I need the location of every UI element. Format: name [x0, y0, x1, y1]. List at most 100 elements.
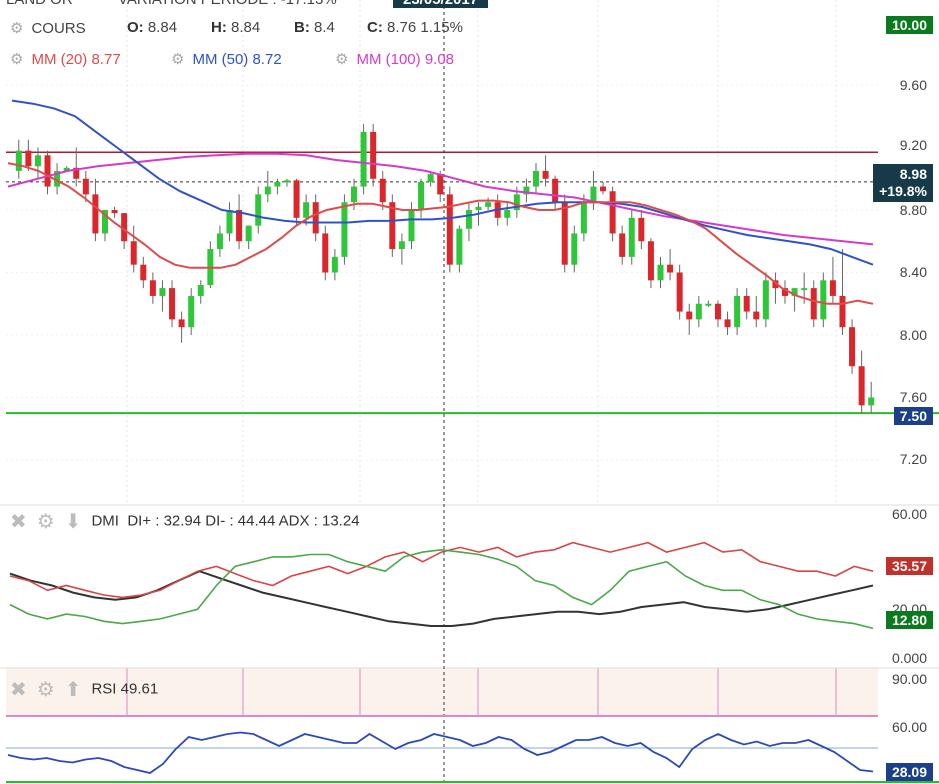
candle-body: [236, 210, 243, 242]
price-tick: 9.60: [899, 77, 927, 93]
high-value: H: 8.84: [211, 19, 261, 36]
arrow-up-icon[interactable]: ⬆: [64, 679, 82, 701]
di-minus-line: [9, 541, 874, 599]
gear-icon[interactable]: ⚙: [10, 20, 24, 37]
candle-body: [197, 285, 204, 296]
candle-body: [695, 303, 702, 320]
rsi-tick: 90.00: [891, 671, 927, 687]
candle-body: [331, 256, 338, 273]
candle-body: [293, 180, 300, 218]
candle-body: [849, 327, 856, 367]
di-minus-tag: 35.57: [885, 557, 933, 575]
candle-body: [255, 194, 262, 226]
candle-body: [791, 288, 798, 296]
candle-body: [513, 194, 520, 210]
candle-body: [714, 303, 721, 320]
candle-body: [600, 186, 607, 192]
candle-body: [820, 280, 827, 320]
price-top-tag: 10.00: [885, 16, 933, 34]
candle-body: [25, 150, 32, 167]
open-value: O: 8.84: [127, 19, 178, 36]
close-icon[interactable]: ✖: [10, 511, 27, 533]
close-icon[interactable]: ✖: [10, 679, 27, 701]
candle-body: [858, 366, 865, 406]
candle-body: [801, 288, 808, 291]
candle-body: [552, 178, 559, 203]
candle-body: [868, 397, 875, 406]
candle-body: [609, 191, 616, 234]
mm100-legend: ⚙ MM (100) 9.08: [335, 51, 455, 68]
candle-body: [839, 295, 846, 328]
gear-icon[interactable]: ⚙: [171, 51, 185, 68]
candle-body: [149, 280, 156, 296]
mm50-legend: ⚙ MM (50) 8.72: [171, 51, 282, 68]
candle-body: [734, 295, 741, 328]
price-tick: 8.00: [899, 327, 927, 343]
last-price-tag: 8.98 +19.8%: [873, 164, 933, 202]
candle-body: [245, 225, 252, 242]
rsi-overbought-zone: [6, 668, 878, 716]
candle-body: [743, 295, 750, 312]
support-price-tag: 7.50: [893, 407, 933, 425]
candle-body: [15, 150, 22, 171]
gear-icon[interactable]: ⚙: [36, 511, 55, 533]
gear-icon[interactable]: ⚙: [335, 51, 349, 68]
candle-body: [580, 202, 587, 234]
candle-body: [312, 202, 319, 234]
candle-body: [446, 194, 453, 265]
candle-body: [504, 210, 511, 218]
candle-body: [283, 180, 290, 183]
crosshair-date-tag: 23/05/2017: [393, 0, 489, 8]
candle-body: [590, 186, 597, 203]
candle-body: [571, 233, 578, 265]
price-tick: 7.20: [899, 451, 927, 467]
dmi-tick: 60.00: [891, 506, 927, 522]
arrow-down-icon[interactable]: ⬇: [64, 511, 82, 533]
candle-body: [140, 264, 147, 281]
candle-body: [753, 311, 760, 320]
candle-body: [398, 241, 405, 250]
gear-icon[interactable]: ⚙: [36, 679, 55, 701]
gear-icon[interactable]: ⚙: [10, 51, 24, 68]
candle-body: [121, 213, 128, 242]
candle-body: [532, 170, 539, 187]
candle-body: [762, 280, 769, 320]
cours-label: COURS: [31, 20, 86, 37]
dmi-tick: 0.000: [891, 650, 927, 666]
adx-line: [9, 570, 874, 627]
candle-body: [34, 155, 41, 167]
candle-body: [130, 241, 137, 265]
instrument-title: LAND OR: [6, 0, 73, 8]
candle-body: [92, 194, 99, 234]
candle-body: [638, 217, 645, 242]
candle-body: [111, 210, 118, 214]
candle-body: [647, 241, 654, 281]
candle-body: [657, 264, 664, 281]
mm20-legend: ⚙ MM (20) 8.77: [10, 51, 121, 68]
candle-body: [322, 233, 329, 273]
candle-body: [408, 210, 415, 242]
candle-body: [475, 206, 482, 210]
candle-body: [274, 181, 281, 187]
rsi-tag: 28.09: [885, 763, 933, 781]
candle-body: [370, 131, 377, 179]
candle-body: [101, 210, 108, 234]
candle-body: [216, 233, 223, 250]
candle-body: [188, 295, 195, 328]
candle-body: [82, 178, 89, 195]
candle-body: [427, 174, 434, 182]
candle-body: [341, 202, 348, 257]
candle-body: [360, 131, 367, 187]
mm20-line: [7, 162, 874, 305]
candle-body: [54, 170, 61, 187]
candle-body: [63, 167, 70, 171]
candle-body: [351, 186, 358, 203]
price-tick: 9.20: [899, 137, 927, 153]
rsi-tick: 60.00: [891, 719, 927, 735]
candle-body: [264, 186, 271, 195]
di-plus-tag: 12.80: [885, 611, 933, 629]
candle-body: [418, 181, 425, 210]
cours-row: ⚙ COURS: [10, 19, 86, 37]
